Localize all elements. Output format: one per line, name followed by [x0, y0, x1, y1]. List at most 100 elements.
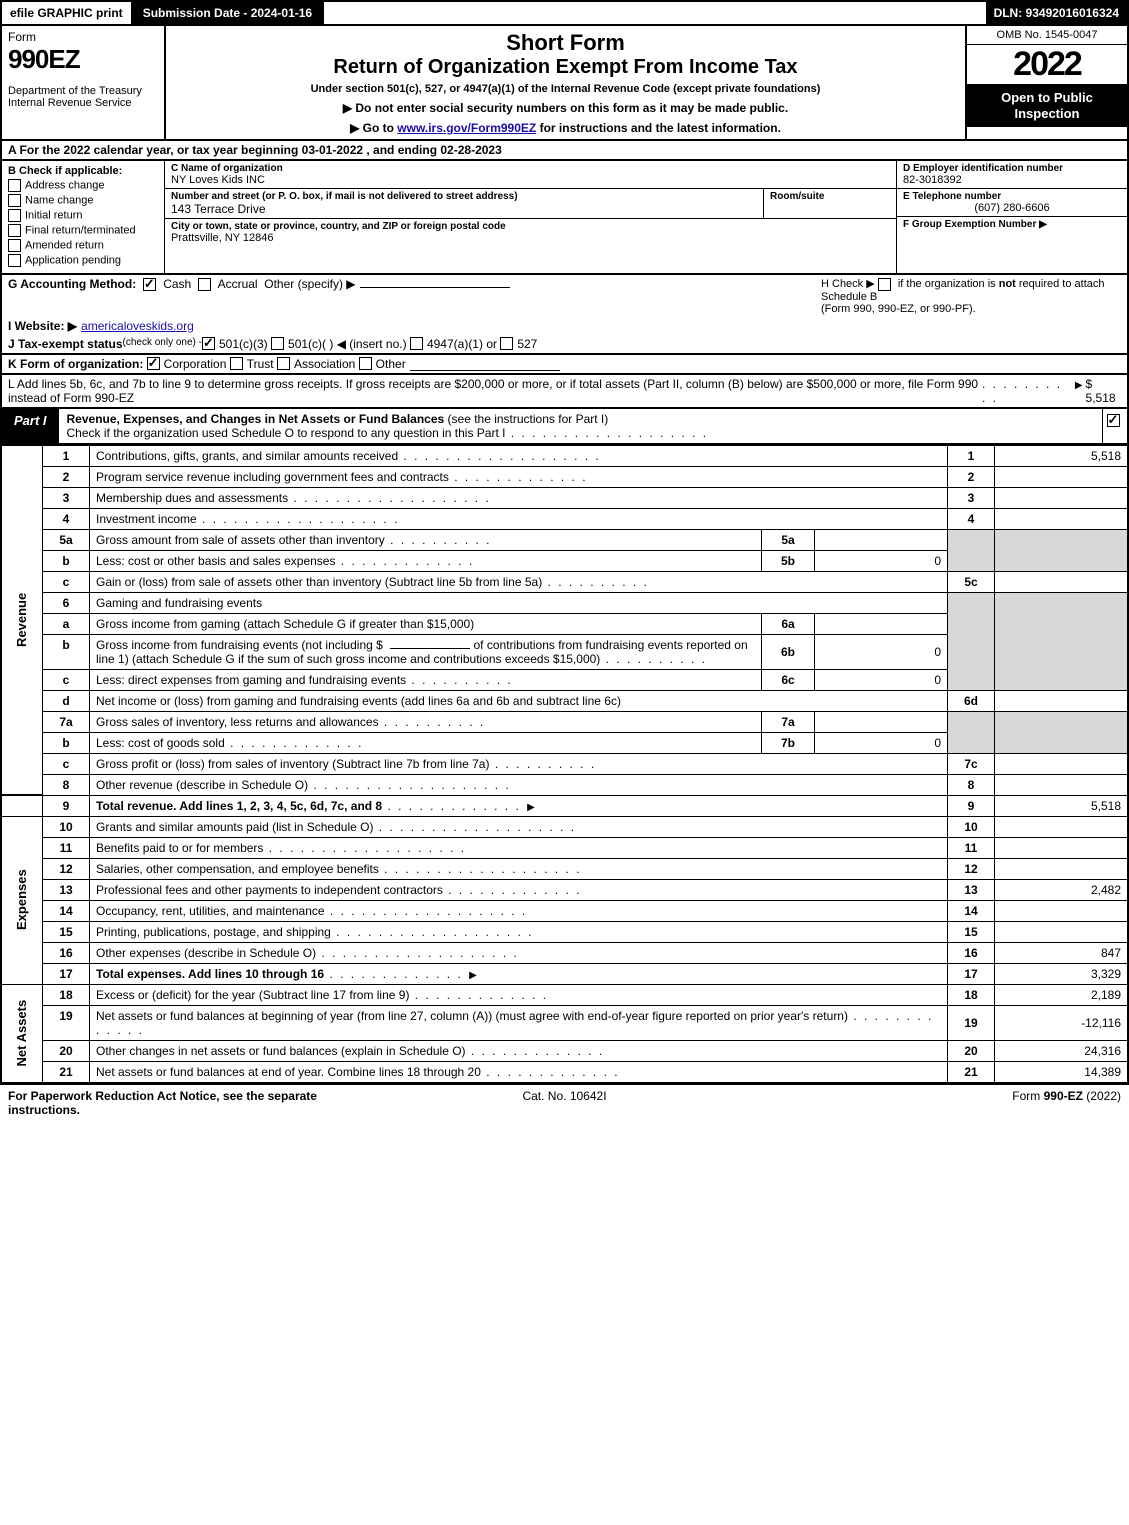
title-short-form: Short Form [174, 30, 957, 56]
chk-amended[interactable]: Amended return [8, 239, 158, 252]
line-j: J Tax-exempt status (check only one) - 5… [0, 335, 1129, 355]
line-i: I Website: ▶ americaloveskids.org [0, 317, 1129, 335]
l-amount: $ 5,518 [1086, 377, 1121, 405]
chk-trust[interactable] [230, 357, 243, 370]
chk-h[interactable] [878, 278, 891, 291]
street-label: Number and street (or P. O. box, if mail… [171, 191, 757, 202]
form-number: 990EZ [8, 44, 158, 75]
column-de: D Employer identification number 82-3018… [897, 161, 1127, 273]
efile-tag: efile GRAPHIC print [2, 2, 133, 24]
chk-initial-return[interactable]: Initial return [8, 209, 158, 222]
val-15 [995, 921, 1129, 942]
val-17: 3,329 [995, 963, 1129, 984]
chk-corp[interactable] [147, 357, 160, 370]
website-link[interactable]: americaloveskids.org [81, 319, 194, 333]
omb-number: OMB No. 1545-0047 [967, 26, 1127, 45]
k-label: K Form of organization: [8, 357, 143, 371]
tax-year: 2022 [967, 45, 1127, 84]
val-16: 847 [995, 942, 1129, 963]
part1-title: Revenue, Expenses, and Changes in Net As… [59, 409, 1102, 443]
g-label: G Accounting Method: [8, 277, 136, 291]
chk-assoc[interactable] [277, 357, 290, 370]
line-l: L Add lines 5b, 6c, and 7b to line 9 to … [0, 375, 1129, 409]
footer-left: For Paperwork Reduction Act Notice, see … [8, 1089, 379, 1117]
fundraising-amount-blank[interactable] [390, 648, 470, 649]
val-9: 5,518 [995, 795, 1129, 816]
val-19: -12,116 [995, 1005, 1129, 1040]
val-11 [995, 837, 1129, 858]
other-method-blank[interactable] [360, 287, 510, 288]
chk-accrual[interactable] [198, 278, 211, 291]
chk-4947[interactable] [410, 337, 423, 350]
b-label: B Check if applicable: [8, 165, 158, 177]
val-10 [995, 816, 1129, 837]
city-label: City or town, state or province, country… [171, 221, 890, 232]
val-21: 14,389 [995, 1061, 1129, 1083]
arrow-icon [524, 799, 538, 813]
val-18: 2,189 [995, 984, 1129, 1005]
form-table: Revenue 1 Contributions, gifts, grants, … [0, 445, 1129, 1084]
column-b: B Check if applicable: Address change Na… [2, 161, 165, 273]
val-8 [995, 774, 1129, 795]
chk-cash[interactable] [143, 278, 156, 291]
val-6d [995, 690, 1129, 711]
val-7c [995, 753, 1129, 774]
arrow-icon [1072, 377, 1086, 405]
val-6a [815, 613, 948, 634]
column-c: C Name of organization NY Loves Kids INC… [165, 161, 897, 273]
footer-right: Form 990-EZ (2022) [750, 1089, 1121, 1117]
footer-center: Cat. No. 10642I [379, 1089, 750, 1117]
f-label: F Group Exemption Number ▶ [903, 219, 1121, 230]
val-20: 24,316 [995, 1040, 1129, 1061]
chk-final-return[interactable]: Final return/terminated [8, 224, 158, 237]
val-1: 5,518 [995, 445, 1129, 466]
line-a: A For the 2022 calendar year, or tax yea… [0, 141, 1129, 161]
val-7a [815, 711, 948, 732]
note-link: ▶ Go to www.irs.gov/Form990EZ for instru… [174, 121, 957, 135]
val-5a [815, 529, 948, 550]
val-12 [995, 858, 1129, 879]
h-block: H Check ▶ if the organization is not req… [813, 277, 1121, 315]
section-expenses: Expenses [1, 816, 43, 984]
form-label: Form [8, 30, 158, 44]
val-4 [995, 508, 1129, 529]
val-6c: 0 [815, 669, 948, 690]
org-name: NY Loves Kids INC [171, 174, 890, 186]
chk-pending[interactable]: Application pending [8, 254, 158, 267]
val-14 [995, 900, 1129, 921]
address-block: B Check if applicable: Address change Na… [0, 161, 1129, 275]
arrow-icon [466, 967, 480, 981]
street-value: 143 Terrace Drive [171, 202, 757, 216]
title-sub: Under section 501(c), 527, or 4947(a)(1)… [174, 83, 957, 95]
d-label: D Employer identification number [903, 163, 1121, 174]
section-netassets: Net Assets [1, 984, 43, 1083]
c-name-label: C Name of organization [171, 163, 890, 174]
part1-check[interactable] [1102, 409, 1127, 443]
chk-527[interactable] [500, 337, 513, 350]
line-k: K Form of organization: Corporation Trus… [0, 355, 1129, 375]
phone-value: (607) 280-6606 [903, 202, 1121, 214]
top-bar: efile GRAPHIC print Submission Date - 20… [0, 0, 1129, 26]
line-gh: G Accounting Method: Cash Accrual Other … [0, 275, 1129, 317]
header-right: OMB No. 1545-0047 2022 Open to Public In… [965, 26, 1127, 139]
chk-name-change[interactable]: Name change [8, 194, 158, 207]
val-5c [995, 571, 1129, 592]
other-org-blank[interactable] [410, 357, 560, 371]
val-7b: 0 [815, 732, 948, 753]
irs-link[interactable]: www.irs.gov/Form990EZ [397, 121, 536, 135]
chk-501c[interactable] [271, 337, 284, 350]
chk-address-change[interactable]: Address change [8, 179, 158, 192]
note-ssn: ▶ Do not enter social security numbers o… [174, 101, 957, 115]
dln: DLN: 93492016016324 [986, 2, 1127, 24]
room-label: Room/suite [764, 189, 896, 218]
page-footer: For Paperwork Reduction Act Notice, see … [0, 1084, 1129, 1121]
dept-label: Department of the Treasury [8, 85, 158, 97]
chk-501c3[interactable] [202, 337, 215, 350]
chk-other-org[interactable] [359, 357, 372, 370]
header-left: Form 990EZ Department of the Treasury In… [2, 26, 166, 139]
public-inspection: Open to Public Inspection [967, 84, 1127, 127]
j-label: J Tax-exempt status [8, 337, 123, 351]
ein-value: 82-3018392 [903, 174, 1121, 186]
val-5b: 0 [815, 550, 948, 571]
form-header: Form 990EZ Department of the Treasury In… [0, 26, 1129, 141]
